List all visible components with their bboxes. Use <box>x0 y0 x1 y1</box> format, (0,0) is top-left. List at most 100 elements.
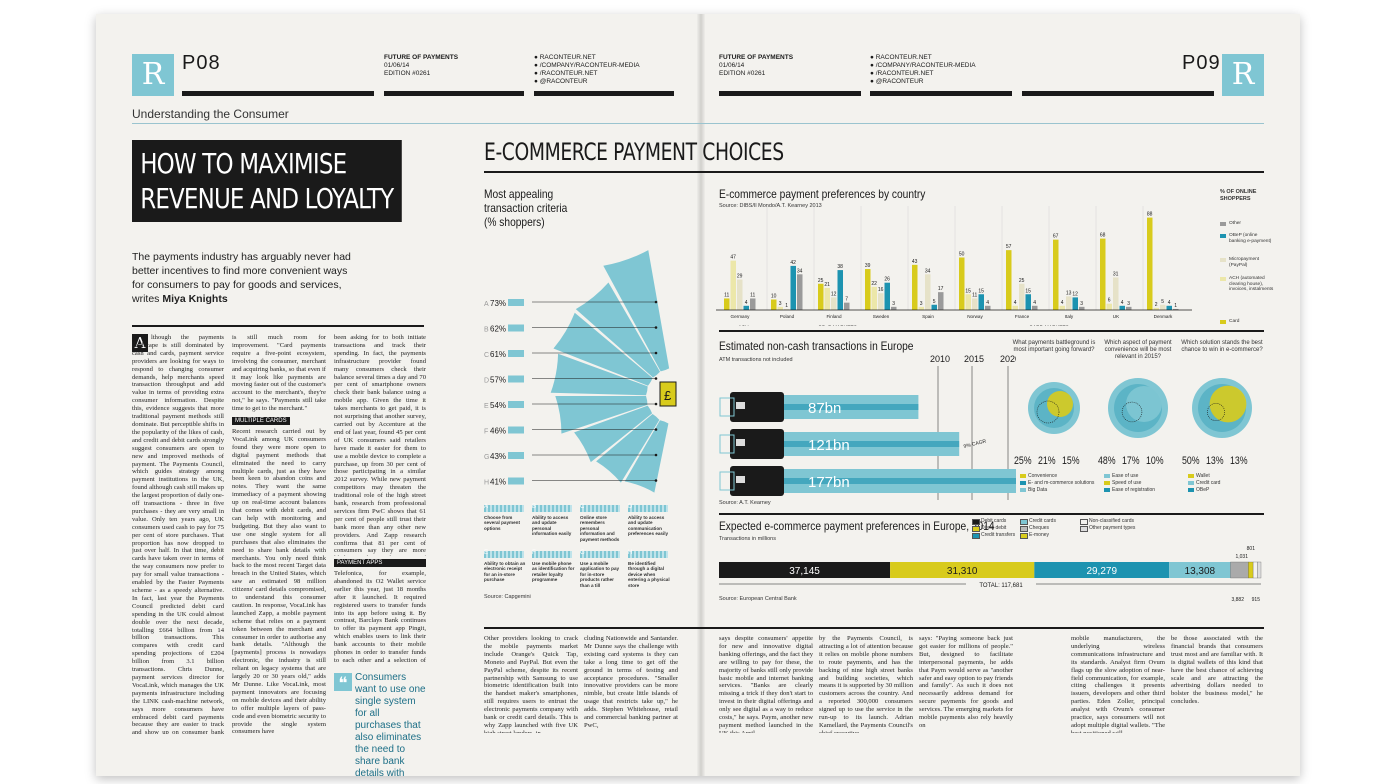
donut-legend-swatch <box>1188 481 1194 485</box>
donut-legend-swatch <box>1104 481 1110 485</box>
link-website[interactable]: ● RACONTEUR.NET <box>534 54 596 61</box>
country-bar-label: 4 <box>986 300 989 306</box>
country-bar <box>878 293 884 310</box>
europe-total: TOTAL: 117,681 <box>979 583 1023 589</box>
publication-date: 01/06/14 <box>384 62 410 69</box>
criteria-legend-swatch <box>484 551 524 558</box>
fan-segment-H <box>624 420 669 493</box>
section-rule <box>132 123 1264 124</box>
criteria-letter: F <box>484 429 488 436</box>
europe-legend-swatch <box>1080 519 1088 525</box>
donut-value: 15% <box>1062 455 1080 467</box>
country-bar-label: 15 <box>1025 288 1031 294</box>
country-bar <box>797 274 803 310</box>
noncash-bar-stripe <box>784 404 919 410</box>
europe-legend-label: Other payment types <box>1089 525 1136 531</box>
link-twitter[interactable]: ● @RACONTEUR <box>534 78 588 85</box>
country-bar-label: 22 <box>871 281 877 287</box>
country-bar <box>1012 305 1018 310</box>
donut-question: What payments battleground is most impor… <box>1012 340 1096 353</box>
fan-segment-D <box>550 353 648 396</box>
europe-total-bg <box>966 580 1036 588</box>
country-bar-label: 3 <box>920 301 923 307</box>
europe-legend-label: Direct debit <box>981 525 1007 531</box>
bottom-column-1: Other providers looking to crack the mob… <box>484 635 578 733</box>
country-bar-label: 25 <box>818 278 824 284</box>
country-bar-label: 39 <box>865 263 871 269</box>
link-linkedin[interactable]: ● /COMPANY/RACONTEUR-MEDIA <box>870 62 976 69</box>
credit-card-icon <box>730 466 784 496</box>
intro-standfirst: The payments industry has arguably never… <box>132 251 351 305</box>
country-bar-label: 1 <box>1174 303 1177 309</box>
country-bar <box>1166 305 1172 310</box>
country-bar-label: 5 <box>933 299 936 305</box>
europe-segment <box>1230 561 1249 579</box>
country-bar <box>818 283 824 310</box>
europe-legend-label: E-money <box>1029 532 1050 538</box>
publication-date: 01/06/14 <box>719 62 745 69</box>
country-bar-label: 12 <box>1072 291 1078 297</box>
header-bar <box>719 91 861 96</box>
criteria-value: 61% <box>490 350 506 359</box>
criteria-dot <box>654 428 658 431</box>
europe-segment <box>890 562 1035 578</box>
donut-legend-label: Ease of use <box>1112 473 1139 479</box>
country-bar-label: 88 <box>1147 212 1153 218</box>
donut-segment-secondary <box>1036 400 1060 424</box>
page-number-right: P09 <box>1182 52 1221 74</box>
donut-segment-secondary <box>1207 403 1225 421</box>
country-bar <box>730 260 736 310</box>
country-legend-label: OBeP (online banking e-payment) <box>1229 233 1272 244</box>
donut-legend-label: Speed of use <box>1112 480 1142 486</box>
europe-legend-label: Credit cards <box>1029 518 1056 524</box>
donut-legend-swatch <box>1104 488 1110 492</box>
criteria-letter: B <box>484 327 489 334</box>
criteria-legend-letter: G <box>580 550 585 556</box>
link-facebook[interactable]: ● /RACONTEUR.NET <box>870 70 934 77</box>
donut-value: 10% <box>1146 455 1164 467</box>
donut-legend-label: E- and m-commerce solutions <box>1028 480 1095 486</box>
link-twitter[interactable]: ● @RACONTEUR <box>870 78 924 85</box>
criteria-legend-label: Ability to obtain an electronic receipt … <box>484 561 526 583</box>
europe-segment <box>1248 561 1254 579</box>
country-legend-label: Micropayment (PayPal) <box>1229 257 1260 268</box>
donut-legend-swatch <box>1020 474 1026 478</box>
country-bar <box>912 264 918 310</box>
country-label: Italy <box>1065 314 1074 319</box>
page-gutter <box>697 14 705 776</box>
bottom-column-5: says: "Paying someone back just got easi… <box>919 635 1013 729</box>
publication-title: FUTURE OF PAYMENTS <box>719 54 794 61</box>
donut-chart <box>1192 378 1252 438</box>
europe-legend-swatch <box>972 533 980 539</box>
bottom-rule <box>484 627 1264 629</box>
country-legend-swatch <box>1220 234 1226 238</box>
subhead-payment-apps: PAYMENT APPS <box>334 559 426 567</box>
country-bar <box>985 305 991 310</box>
publication-title: FUTURE OF PAYMENTS <box>384 54 459 61</box>
card-chip <box>736 439 745 446</box>
link-website[interactable]: ● RACONTEUR.NET <box>870 54 932 61</box>
country-bar <box>965 294 971 310</box>
country-bar <box>871 286 877 310</box>
criteria-letter: A <box>484 301 489 308</box>
europe-segment-label: 13,308 <box>1185 566 1216 577</box>
link-linkedin[interactable]: ● /COMPANY/RACONTEUR-MEDIA <box>534 62 640 69</box>
noncash-bar-stripe <box>784 478 1016 484</box>
country-bar <box>1019 283 1025 310</box>
europe-segment <box>1257 561 1262 579</box>
europe-segment <box>719 562 891 578</box>
group-label: ACH <box>738 326 749 327</box>
link-facebook[interactable]: ● /RACONTEUR.NET <box>534 70 598 77</box>
criteria-legend-label: Use a mobile application to pay for in-s… <box>580 561 620 588</box>
country-bar-label: 15 <box>965 288 971 294</box>
noncash-year: 2020 <box>1000 354 1016 364</box>
country-bar-label: 34 <box>797 268 803 274</box>
europe-segment-label: 31,310 <box>947 566 978 577</box>
country-bar-label: 11 <box>750 292 755 298</box>
card-slot <box>719 471 735 491</box>
country-legend-swatch <box>1220 222 1226 226</box>
noncash-bar-stripe <box>784 441 960 447</box>
pull-quote: Consumers want to use one single system … <box>355 672 426 776</box>
europe-legend-swatch <box>972 519 980 525</box>
